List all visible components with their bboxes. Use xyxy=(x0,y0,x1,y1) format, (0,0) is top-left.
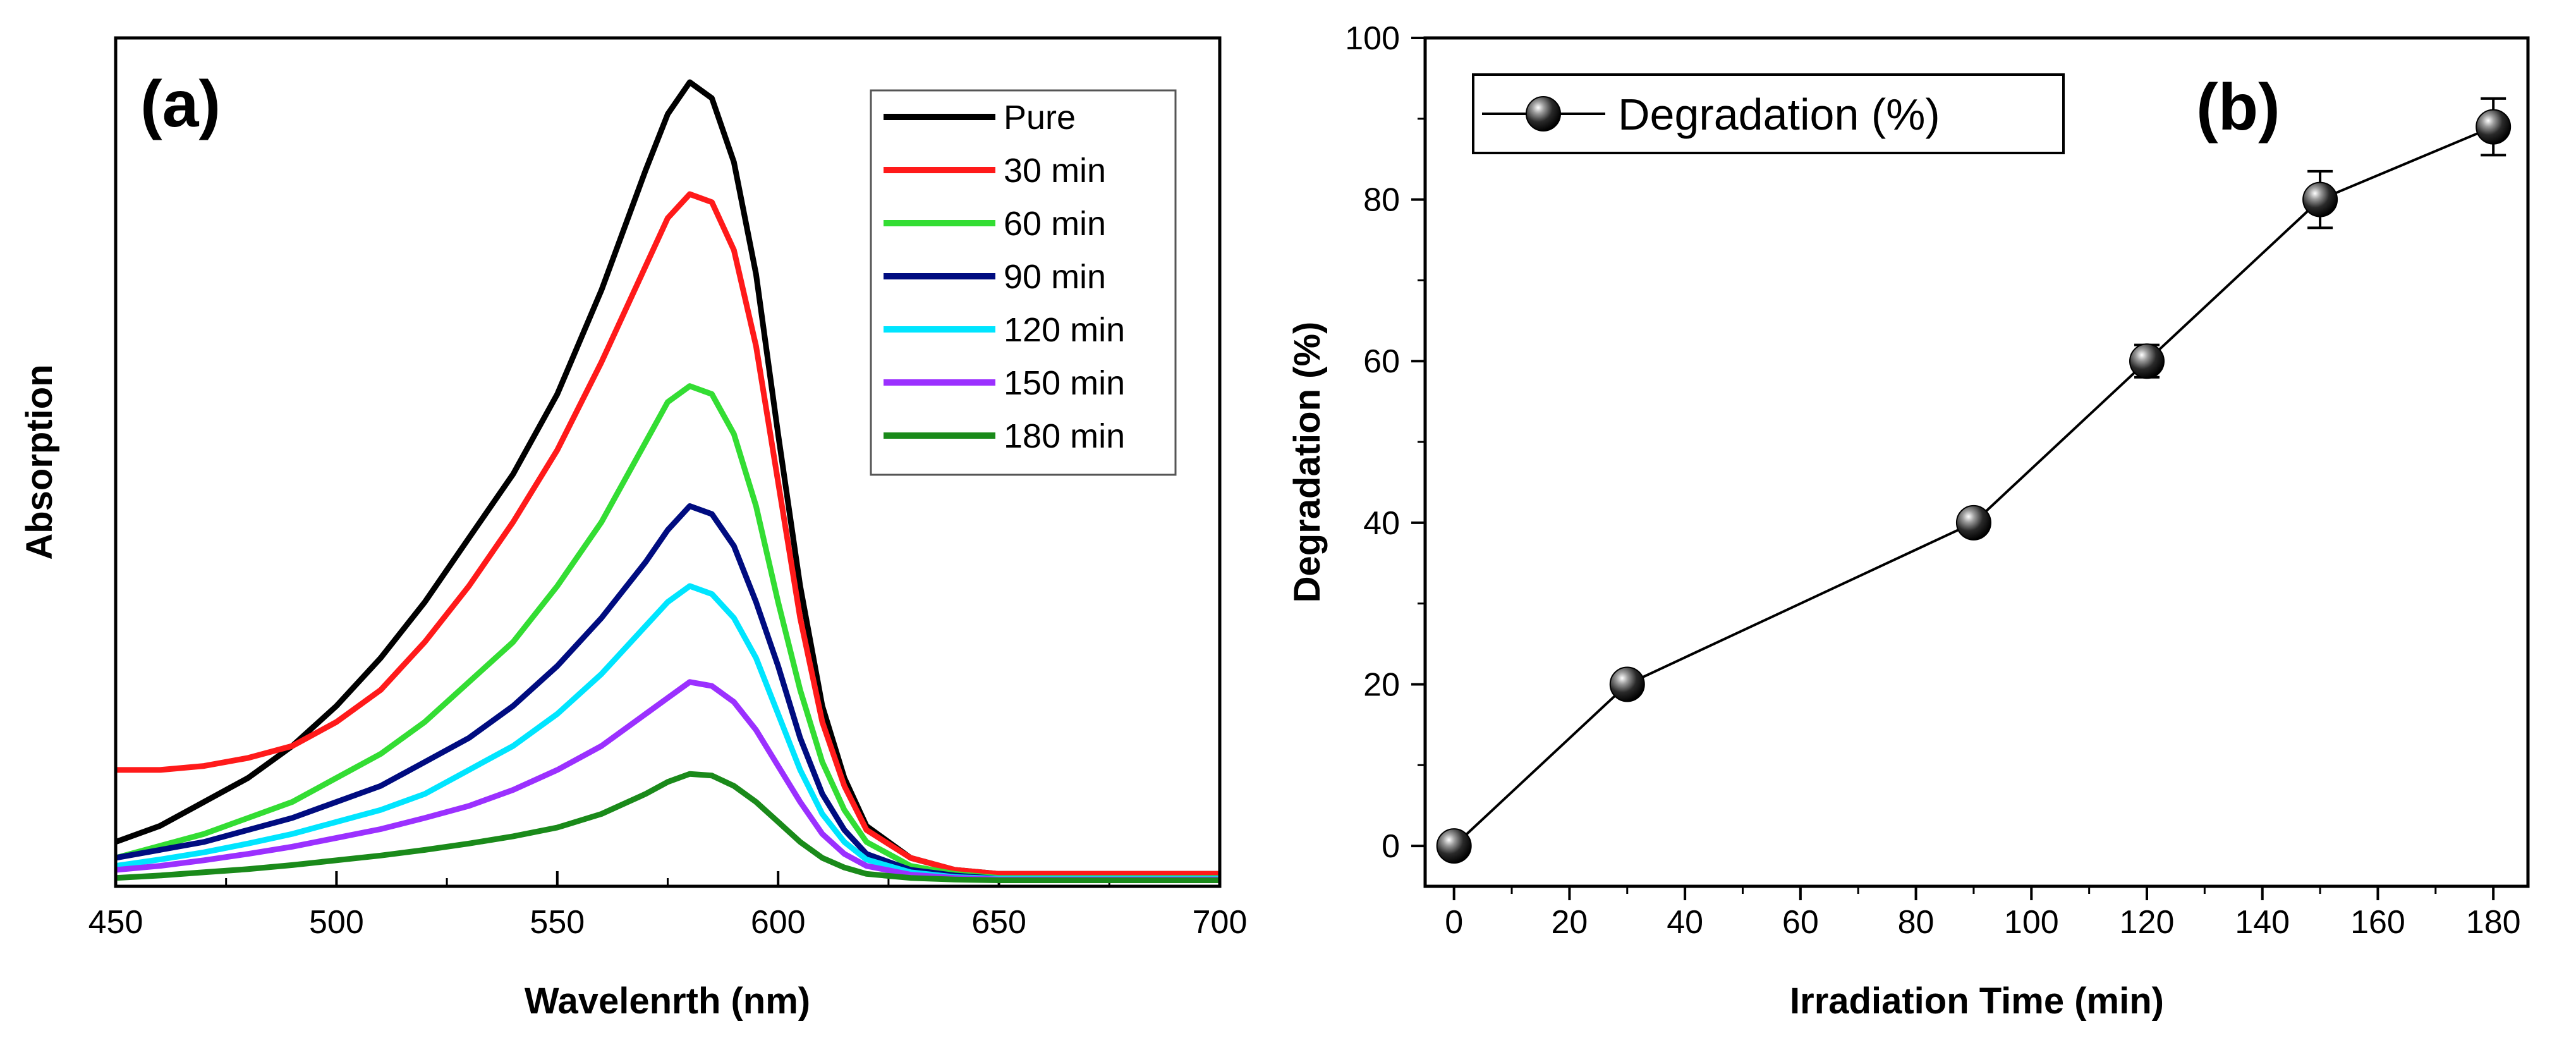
panel-b-y-tick-label: 0 xyxy=(1382,828,1400,865)
panel-a-spectra-chart: 450 500 550 600 650 700 Wavelenrth (nm) Absor… xyxy=(19,36,1248,1022)
panel-b-x-axis-title: Irradiation Time (min) xyxy=(1790,981,2164,1022)
panel-b-legend: Degradation (%) xyxy=(1472,73,2065,154)
panel-b-series xyxy=(1436,97,2512,864)
panel-b-x-tick-label: 60 xyxy=(1782,904,1819,941)
panel-a-series-line xyxy=(116,191,1220,877)
panel-b-data-point xyxy=(2476,109,2512,145)
panel-b-x-tick-label: 0 xyxy=(1445,904,1463,941)
panel-a-legend-label: 60 min xyxy=(1004,205,1106,243)
panel-a-x-tick-label: 450 xyxy=(88,904,143,941)
panel-a-legend-label: 120 min xyxy=(1004,311,1125,349)
panel-b-x-tick-label: 140 xyxy=(2235,904,2290,941)
panel-a-x-tick-label: 600 xyxy=(751,904,806,941)
panel-a-series-line xyxy=(116,583,1220,882)
panel-a-legend: Pure 30 min 60 min 90 min 120 min 150 min 180 … xyxy=(870,89,1177,476)
panel-b-data-point xyxy=(1955,504,1991,541)
panel-b-x-tick-label: 120 xyxy=(2120,904,2175,941)
panel-a-legend-label: 150 min xyxy=(1004,364,1125,402)
panel-b-y-axis-title: Degradation (%) xyxy=(1287,322,1328,603)
panel-a-x-tick-label: 550 xyxy=(530,904,585,941)
panel-a-legend-label: 180 min xyxy=(1004,417,1125,455)
panel-a-x-axis-title: Wavelenrth (nm) xyxy=(525,981,810,1022)
panel-b-x-tick-label: 160 xyxy=(2350,904,2405,941)
panel-b-frame xyxy=(1423,36,2530,888)
panel-a-x-tick-labels: 450 500 550 600 650 700 xyxy=(88,904,1248,941)
panel-a-label: (a) xyxy=(140,68,221,141)
panel-a-legend-label: Pure xyxy=(1004,99,1076,137)
panel-a-legend-entries: Pure 30 min 60 min 90 min 120 min 150 min 180 … xyxy=(884,99,1125,455)
panel-a-series-lines xyxy=(116,79,1220,883)
panel-b-x-tick-label: 40 xyxy=(1667,904,1703,941)
panel-b-data-point xyxy=(2302,181,2338,217)
panel-a-legend-label: 30 min xyxy=(1004,152,1106,190)
panel-b-x-tick-label: 100 xyxy=(2004,904,2059,941)
panel-a-x-tick-label: 500 xyxy=(309,904,364,941)
panel-b-legend-marker xyxy=(1526,96,1561,131)
panel-b-y-tick-label: 20 xyxy=(1363,666,1400,703)
panel-b-x-tick-label: 180 xyxy=(2466,904,2521,941)
panel-a-legend-box xyxy=(870,89,1177,476)
panel-b-y-tick-label: 60 xyxy=(1363,343,1400,380)
panel-b-label: (b) xyxy=(2196,71,2280,144)
panel-b-ticks xyxy=(1411,37,2495,900)
panel-a-x-tick-label: 700 xyxy=(1193,904,1248,941)
panel-a-series-line xyxy=(116,771,1220,883)
panel-b-x-tick-label: 20 xyxy=(1551,904,1588,941)
panel-b-series-line xyxy=(1453,125,2494,847)
panel-b-x-tick-label: 80 xyxy=(1898,904,1935,941)
panel-b-data-point xyxy=(1436,828,1472,864)
panel-b-y-tick-label: 40 xyxy=(1363,505,1400,542)
panel-b-y-tick-labels: 0 20 40 60 80 100 xyxy=(1345,20,1400,865)
panel-a-legend-label: 90 min xyxy=(1004,258,1106,296)
panel-b-x-tick-labels: 0 20 40 60 80 100 120 140 160 180 xyxy=(1445,904,2520,941)
panel-b-data-point xyxy=(2129,343,2165,379)
panel-b-legend-label: Degradation (%) xyxy=(1618,90,1940,139)
panel-a-series-line xyxy=(116,503,1220,882)
panel-a-y-axis-title: Absorption xyxy=(19,364,60,559)
panel-b-y-tick-label: 100 xyxy=(1345,20,1400,57)
panel-a-x-tick-label: 650 xyxy=(971,904,1026,941)
panel-b-y-tick-label: 80 xyxy=(1363,182,1400,219)
panel-b-degradation-chart: 0 20 40 60 80 100 0 20 40 60 80 100 120 140 160 180 Ir… xyxy=(1287,20,2530,1022)
panel-b-data-point xyxy=(1609,666,1645,702)
panel-a-frame xyxy=(114,36,1222,888)
